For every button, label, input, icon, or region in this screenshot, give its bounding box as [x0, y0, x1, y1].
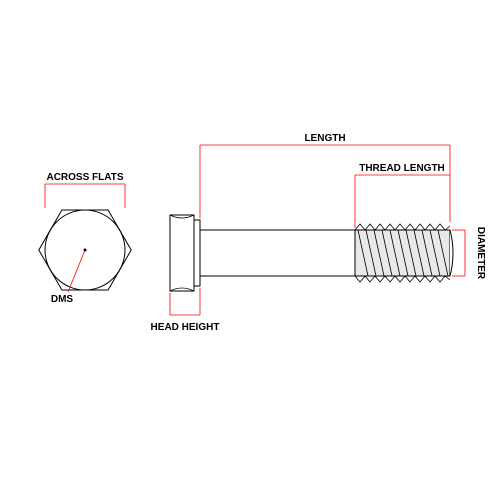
- dim-across-flats: [45, 184, 125, 208]
- dim-diameter: [452, 230, 465, 276]
- label-length: LENGTH: [304, 133, 345, 144]
- dim-length: [200, 145, 450, 222]
- bolt-diagram: ACROSS FLATS DMS: [0, 0, 500, 500]
- tip: [450, 230, 453, 276]
- label-across-flats: ACROSS FLATS: [46, 172, 123, 183]
- head-side: [170, 215, 194, 291]
- thread-top: [355, 224, 450, 230]
- thread-bottom: [355, 276, 450, 282]
- thread-region: [355, 230, 450, 276]
- label-dms: DMS: [51, 294, 74, 305]
- dim-head-height: [170, 288, 200, 315]
- dms-point: [84, 249, 87, 252]
- washer-face: [194, 220, 200, 286]
- bolt-side-view: [170, 215, 453, 291]
- label-diameter: DIAMETER: [475, 227, 486, 280]
- label-head-height: HEAD HEIGHT: [151, 322, 220, 333]
- dim-thread-length: [355, 175, 450, 228]
- label-thread-length: THREAD LENGTH: [359, 163, 445, 174]
